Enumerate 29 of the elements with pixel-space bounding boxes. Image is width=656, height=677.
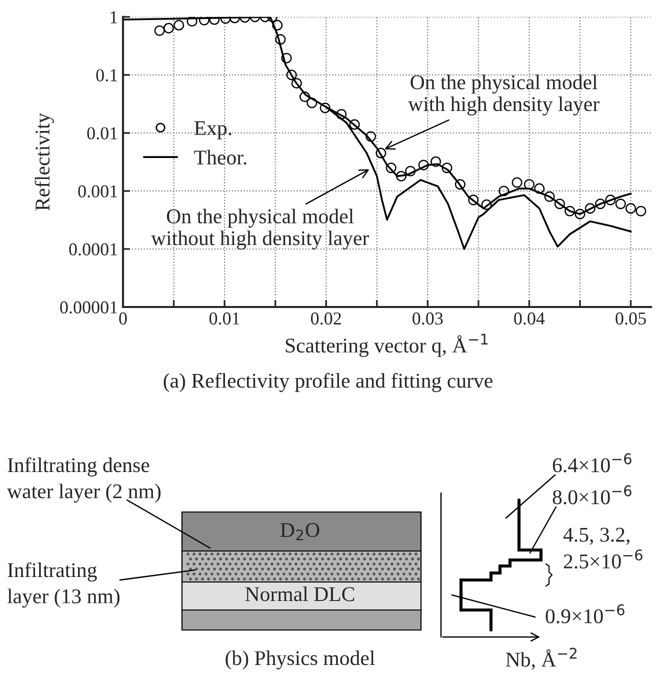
y-tick-label: 1 xyxy=(110,11,118,24)
text: Normal DLC xyxy=(245,586,354,602)
text: Nb, Å$^{−2}$ xyxy=(506,648,576,670)
text: D$_{2}$O xyxy=(280,523,320,540)
x-axis-title: Scattering vector q, Å$^{−1}$ xyxy=(286,334,488,357)
text: 8.0×10$^{−6}$ xyxy=(552,485,632,504)
x-tick-label: 0.03 xyxy=(412,312,443,325)
y-tick-label: 0.00001 xyxy=(60,301,118,314)
x-tick-label: 0.04 xyxy=(514,312,545,325)
x-tick-label: 0.01 xyxy=(209,312,240,325)
text: Infiltrating layer (13 nm) xyxy=(7,562,120,608)
text: Infiltrating dense water layer (2 nm) xyxy=(7,457,161,503)
text: (a) Reflectivity profile and fitting curve xyxy=(164,372,492,392)
y-tick-label: 0.001 xyxy=(78,185,118,198)
text: (b) Physics model xyxy=(226,650,375,670)
y-tick-label: 0.01 xyxy=(87,127,118,140)
y-tick-label: 0.1 xyxy=(96,69,118,82)
x-tick-label: 0.05 xyxy=(616,312,646,325)
annotation: On the physical model without high density layer xyxy=(151,208,369,250)
x-tick-label: 0 xyxy=(119,312,127,325)
text: 0.9×10$^{−6}$ xyxy=(546,604,624,624)
x-tick-label: 0.02 xyxy=(310,312,341,325)
y-axis-title: Reflectivity xyxy=(34,112,54,211)
text: 6.4×10$^{−6}$ xyxy=(552,453,632,472)
legend-label: Exp. xyxy=(194,121,232,140)
text: 4.5, 3.2, 2.5×10$^{−6}$ xyxy=(563,528,642,569)
legend-label: Theor. xyxy=(194,150,246,165)
y-tick-label: 0.0001 xyxy=(69,243,118,256)
annotation: On the physical model with high density layer xyxy=(408,74,600,116)
